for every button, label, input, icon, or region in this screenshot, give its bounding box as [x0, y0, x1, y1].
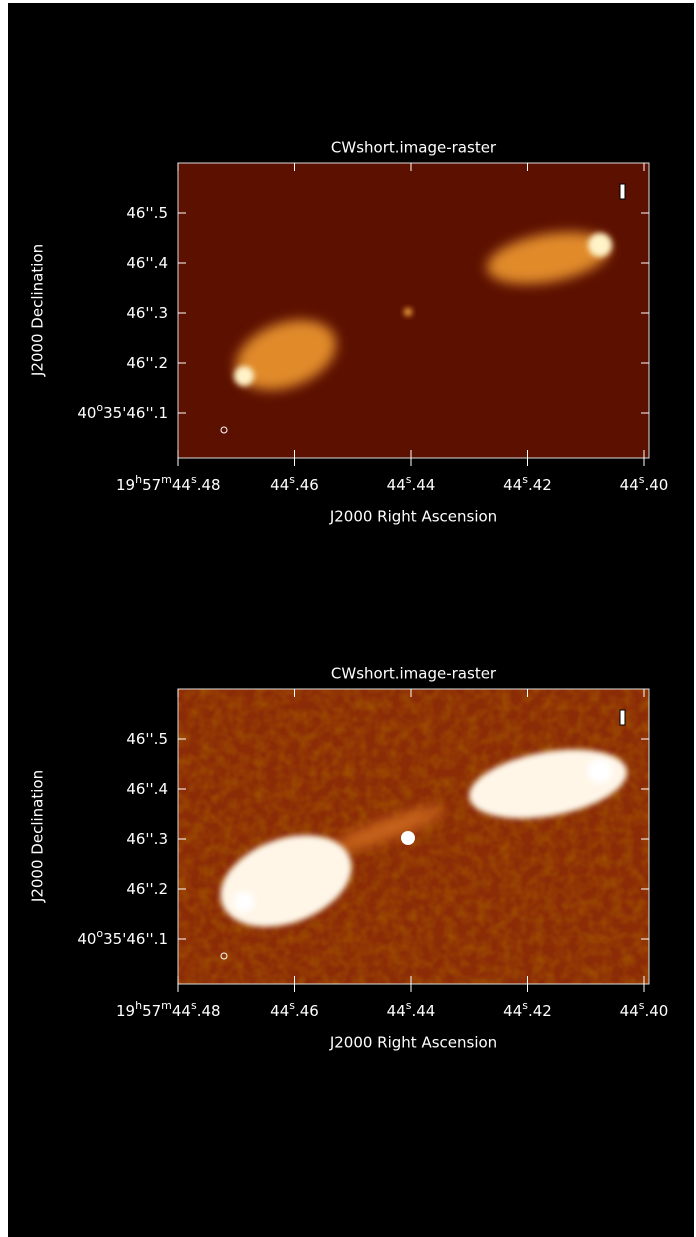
tick-text: 57: [142, 1002, 161, 1020]
tick-label: 44s.44: [387, 999, 436, 1019]
superscript: h: [135, 999, 142, 1012]
tick-label: 46''.3: [126, 830, 168, 848]
tick-text: 44: [172, 476, 191, 494]
hotspot: [588, 233, 612, 257]
x-axis-label: J2000 Right Ascension: [329, 508, 497, 526]
tick-text: 19: [116, 476, 135, 494]
image-bg: [178, 163, 649, 458]
tick-label: 40o35'46''.1: [77, 401, 168, 421]
tick-label: 46''.5: [126, 204, 168, 222]
tick-text: 46''.2: [126, 880, 168, 898]
tick-text: 40: [77, 404, 96, 422]
y-axis-label: J2000 Declination: [29, 770, 47, 903]
tick-label: 44s.46: [270, 999, 319, 1019]
tick-label: 44s.46: [270, 473, 319, 493]
tick-text: .42: [528, 476, 552, 494]
tick-text: .42: [528, 1002, 552, 1020]
tick-text: .46: [295, 1002, 319, 1020]
tick-text: 44: [387, 476, 406, 494]
tick-label: 46''.4: [126, 780, 168, 798]
tick-text: 57: [142, 476, 161, 494]
tick-text: 44: [620, 1002, 639, 1020]
tick-label: 44s.40: [620, 999, 669, 1019]
stokes-marker: [620, 184, 625, 199]
tick-text: 44: [620, 476, 639, 494]
tick-text: 46''.3: [126, 304, 168, 322]
tick-text: 44: [503, 1002, 522, 1020]
superscript: h: [135, 473, 142, 486]
tick-text: 46''.3: [126, 830, 168, 848]
superscript: m: [161, 999, 172, 1012]
superscript: m: [161, 473, 172, 486]
y-axis-label: J2000 Declination: [29, 244, 47, 377]
tick-text: .48: [197, 1002, 221, 1020]
hotspot: [234, 366, 254, 386]
tick-text: 44: [503, 476, 522, 494]
tick-text: 44: [270, 1002, 289, 1020]
hotspot: [234, 892, 254, 912]
tick-text: 19: [116, 1002, 135, 1020]
tick-label: 44s.42: [503, 999, 552, 1019]
tick-text: .40: [644, 1002, 668, 1020]
panel-title: CWshort.image-raster: [331, 139, 497, 157]
tick-text: .40: [644, 476, 668, 494]
panel-title: CWshort.image-raster: [331, 665, 497, 683]
tick-label: 44s.40: [620, 473, 669, 493]
tick-text: 46''.5: [126, 730, 168, 748]
tick-label: 44s.44: [387, 473, 436, 493]
tick-text: 35'46''.1: [103, 930, 168, 948]
tick-text: 35'46''.1: [103, 404, 168, 422]
tick-label: 46''.2: [126, 880, 168, 898]
tick-text: 46''.4: [126, 254, 168, 272]
image-raster: [178, 163, 649, 458]
tick-text: 40: [77, 930, 96, 948]
tick-text: 46''.4: [126, 780, 168, 798]
tick-label: 46''.2: [126, 354, 168, 372]
hotspot: [588, 759, 612, 783]
tick-text: .44: [411, 1002, 435, 1020]
tick-text: .48: [197, 476, 221, 494]
tick-label: 46''.4: [126, 254, 168, 272]
tick-text: .44: [411, 476, 435, 494]
tick-label: 40o35'46''.1: [77, 927, 168, 947]
tick-text: 44: [270, 476, 289, 494]
core: [404, 308, 412, 316]
core: [401, 831, 415, 845]
tick-label: 44s.42: [503, 473, 552, 493]
viewer: CWshort.image-raster J2000 Right Ascensio…: [0, 0, 696, 1237]
tick-label: 46''.5: [126, 730, 168, 748]
x-axis-label: J2000 Right Ascension: [329, 1034, 497, 1052]
tick-label: 46''.3: [126, 304, 168, 322]
stokes-marker: [620, 710, 625, 725]
tick-text: 44: [172, 1002, 191, 1020]
tick-text: 44: [387, 1002, 406, 1020]
tick-text: 46''.5: [126, 204, 168, 222]
image-raster: [178, 689, 649, 984]
tick-text: .46: [295, 476, 319, 494]
tick-text: 46''.2: [126, 354, 168, 372]
